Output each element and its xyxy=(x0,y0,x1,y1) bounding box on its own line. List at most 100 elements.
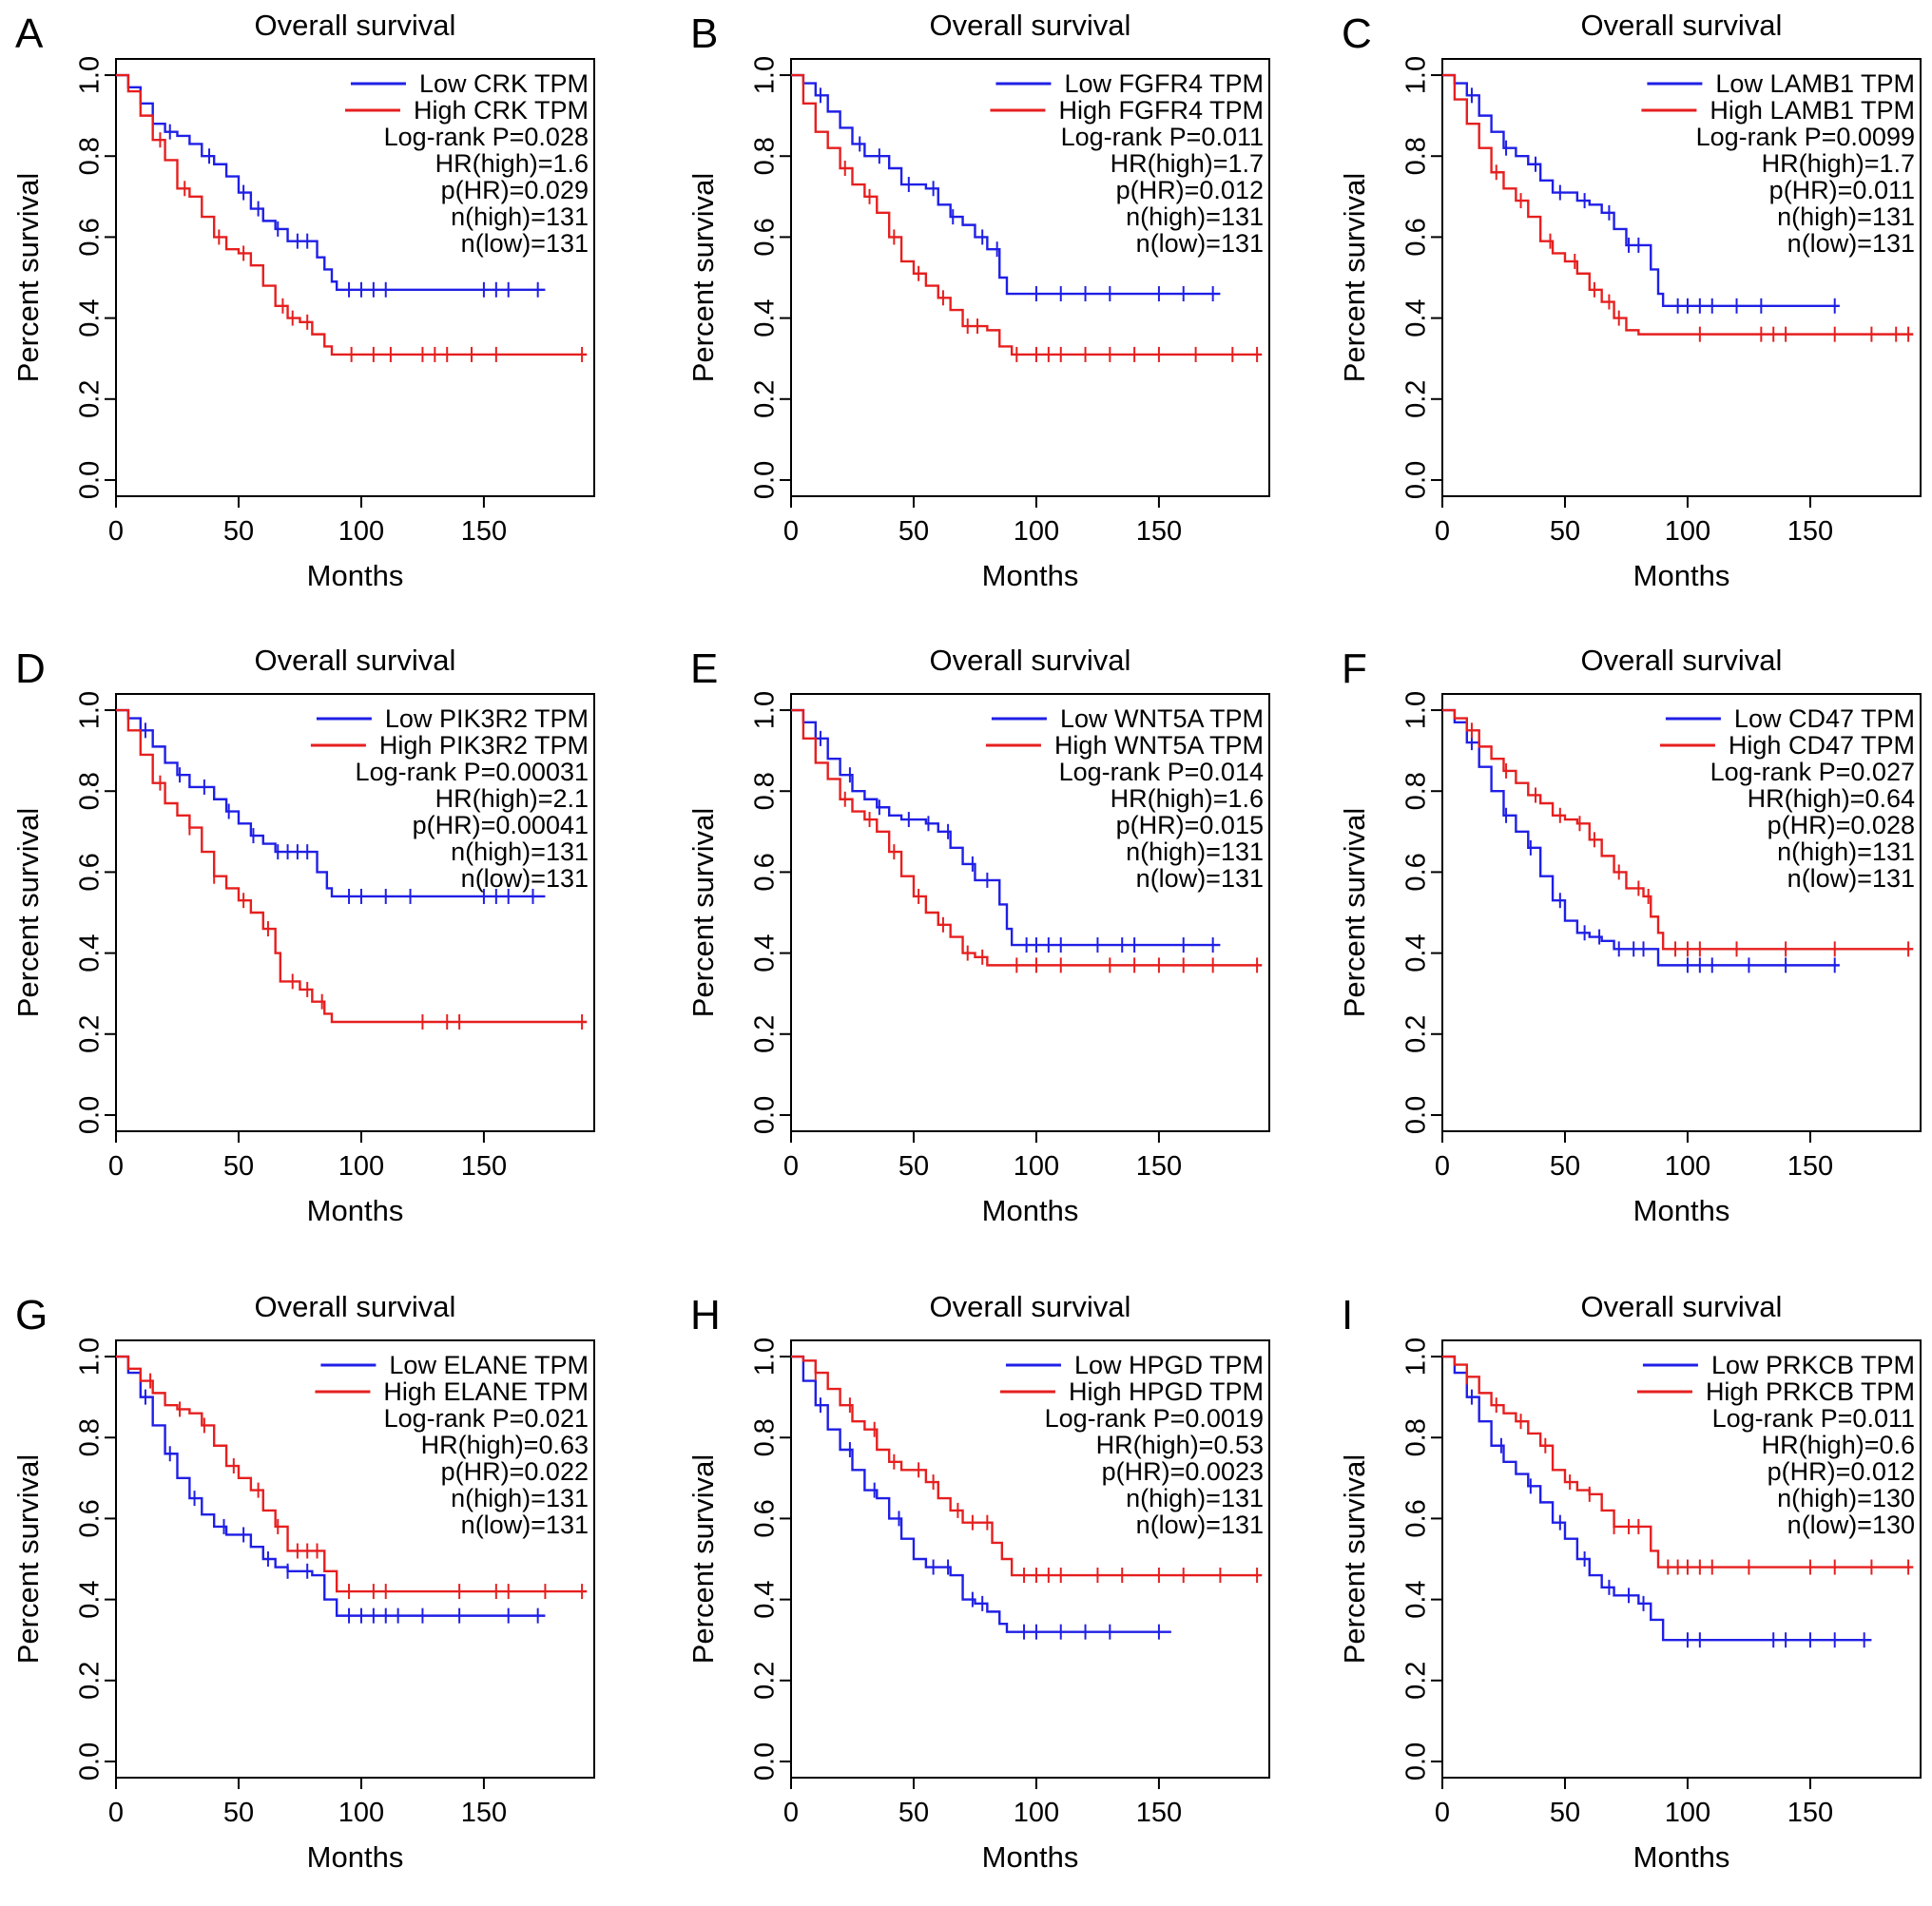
y-axis-label: Percent survival xyxy=(1338,173,1371,383)
stat-line: n(low)=130 xyxy=(1787,1511,1915,1539)
stat-line: n(low)=131 xyxy=(1136,229,1264,258)
x-axis-label: Months xyxy=(1633,1194,1730,1227)
x-tick-label: 50 xyxy=(1550,1798,1580,1828)
high-survival-curve xyxy=(1442,73,1914,336)
y-tick-label: 0.0 xyxy=(1401,1096,1432,1134)
y-tick-label: 1.0 xyxy=(1401,691,1432,729)
stat-line: p(HR)=0.022 xyxy=(441,1457,589,1486)
panel-letter: B xyxy=(690,10,718,57)
stat-line: n(high)=131 xyxy=(1126,1484,1264,1512)
plot-title: Overall survival xyxy=(255,644,456,677)
legend-label-high: High CD47 TPM xyxy=(1729,731,1915,760)
x-tick-label: 0 xyxy=(108,1151,124,1182)
stat-line: HR(high)=0.63 xyxy=(421,1431,589,1459)
x-tick-label: 0 xyxy=(108,516,124,547)
legend-label-low: Low HPGD TPM xyxy=(1074,1351,1264,1379)
stat-line: p(HR)=0.00041 xyxy=(413,811,589,839)
panel-b: B Overall survival 0 50 100 150 0.0 0.2 0.4 0.6 0.… xyxy=(675,0,1319,625)
x-axis-label: Months xyxy=(1633,559,1730,592)
stat-line: n(high)=131 xyxy=(451,1484,589,1512)
y-tick-label: 0.2 xyxy=(750,380,781,418)
y-tick-label: 0.8 xyxy=(750,137,781,175)
stat-line: HR(high)=0.53 xyxy=(1096,1431,1264,1459)
stat-line: Log-rank P=0.027 xyxy=(1710,758,1915,786)
km-plot-b: B Overall survival 0 50 100 150 0.0 0.2 0.4 0.6 0.… xyxy=(686,9,1270,592)
plot-frame xyxy=(115,693,595,1132)
panel-f: F Overall survival 0 50 100 150 0.0 0.2 0.4 0.6 0.… xyxy=(1326,635,1932,1260)
km-plot-h: H Overall survival 0 50 100 150 0.0 0.2 0.4 0.6 0.… xyxy=(686,1290,1270,1874)
panel-letter: F xyxy=(1342,645,1367,692)
km-plot-c: C Overall survival 0 50 100 150 0.0 0.2 0.4 0.6 0.… xyxy=(1338,9,1922,592)
y-tick-label: 0.2 xyxy=(75,1015,106,1053)
high-survival-curve xyxy=(116,1355,588,1593)
plot-title: Overall survival xyxy=(930,9,1131,42)
y-tick-label: 0.6 xyxy=(75,853,106,891)
stat-line: n(low)=131 xyxy=(1136,1511,1264,1539)
x-tick-label: 50 xyxy=(898,1798,929,1828)
x-tick-label: 50 xyxy=(898,1151,929,1182)
x-tick-label: 100 xyxy=(1014,1151,1059,1182)
y-tick-label: 0.8 xyxy=(1401,137,1432,175)
y-tick-label: 0.8 xyxy=(750,1418,781,1456)
x-tick-label: 0 xyxy=(108,1798,124,1828)
stat-line: p(HR)=0.0023 xyxy=(1102,1457,1264,1486)
panel-d: D Overall survival 0 50 100 150 0.0 0.2 0.4 0.6 0.… xyxy=(0,635,644,1260)
stat-line: p(HR)=0.015 xyxy=(1116,811,1264,839)
low-survival-curve xyxy=(791,708,1221,947)
legend-label-low: Low CRK TPM xyxy=(419,69,589,98)
panel-e: E Overall survival 0 50 100 150 0.0 0.2 0.4 0.6 0.… xyxy=(675,635,1319,1260)
plot-title: Overall survival xyxy=(255,9,456,42)
plot-frame xyxy=(790,58,1270,497)
x-tick-label: 100 xyxy=(1665,1151,1710,1182)
legend-label-high: High ELANE TPM xyxy=(383,1377,589,1406)
panel-letter: C xyxy=(1342,10,1372,57)
plot-title: Overall survival xyxy=(1581,1290,1783,1323)
legend-label-low: Low CD47 TPM xyxy=(1734,704,1915,733)
x-tick-label: 150 xyxy=(1136,1151,1182,1182)
stat-line: Log-rank P=0.0099 xyxy=(1696,123,1915,151)
stat-line: n(low)=131 xyxy=(1136,864,1264,893)
stat-line: n(low)=131 xyxy=(1787,229,1915,258)
stat-line: n(low)=131 xyxy=(461,864,589,893)
y-tick-label: 1.0 xyxy=(750,1338,781,1376)
panel-i: I Overall survival 0 50 100 150 0.0 0.2 0.4 0.6 0.… xyxy=(1326,1281,1932,1906)
panel-g: G Overall survival 0 50 100 150 0.0 0.2 0.4 0.6 0.… xyxy=(0,1281,644,1906)
y-tick-label: 0.0 xyxy=(75,1742,106,1781)
y-axis-label: Percent survival xyxy=(11,808,45,1018)
low-survival-curve xyxy=(1442,1355,1872,1642)
y-tick-label: 0.6 xyxy=(1401,218,1432,256)
y-tick-label: 0.4 xyxy=(1401,1580,1432,1618)
x-tick-label: 0 xyxy=(1435,1151,1450,1182)
high-survival-curve xyxy=(1442,1355,1914,1569)
stat-line: HR(high)=1.7 xyxy=(1762,149,1915,178)
high-survival-curve xyxy=(1442,708,1914,951)
stat-line: n(high)=131 xyxy=(1777,837,1915,866)
low-survival-curve xyxy=(791,1355,1171,1633)
y-tick-label: 0.2 xyxy=(1401,1662,1432,1700)
y-tick-label: 0.0 xyxy=(75,461,106,499)
panel-letter: G xyxy=(15,1292,48,1338)
x-tick-label: 0 xyxy=(783,516,799,547)
km-plot-d: D Overall survival 0 50 100 150 0.0 0.2 0.4 0.6 0.… xyxy=(11,644,595,1227)
stat-line: HR(high)=0.6 xyxy=(1762,1431,1915,1459)
x-tick-label: 100 xyxy=(338,1798,384,1828)
stat-line: n(high)=130 xyxy=(1777,1484,1915,1512)
panel-letter: H xyxy=(690,1292,721,1338)
x-axis-label: Months xyxy=(307,1840,404,1874)
high-survival-curve xyxy=(791,708,1263,967)
x-tick-label: 0 xyxy=(1435,1798,1450,1828)
x-axis-label: Months xyxy=(982,559,1079,592)
y-tick-label: 0.2 xyxy=(75,380,106,418)
low-survival-curve xyxy=(116,708,546,898)
legend-label-high: High LAMB1 TPM xyxy=(1710,96,1915,125)
y-tick-label: 0.4 xyxy=(75,1580,106,1618)
stat-line: Log-rank P=0.028 xyxy=(384,123,589,151)
stat-line: Log-rank P=0.014 xyxy=(1059,758,1264,786)
stat-line: n(high)=131 xyxy=(451,837,589,866)
stat-line: HR(high)=1.6 xyxy=(435,149,589,178)
x-tick-label: 100 xyxy=(1665,516,1710,547)
y-tick-label: 0.2 xyxy=(75,1662,106,1700)
x-tick-label: 150 xyxy=(1787,516,1833,547)
x-axis-label: Months xyxy=(307,1194,404,1227)
stat-line: n(high)=131 xyxy=(451,202,589,231)
